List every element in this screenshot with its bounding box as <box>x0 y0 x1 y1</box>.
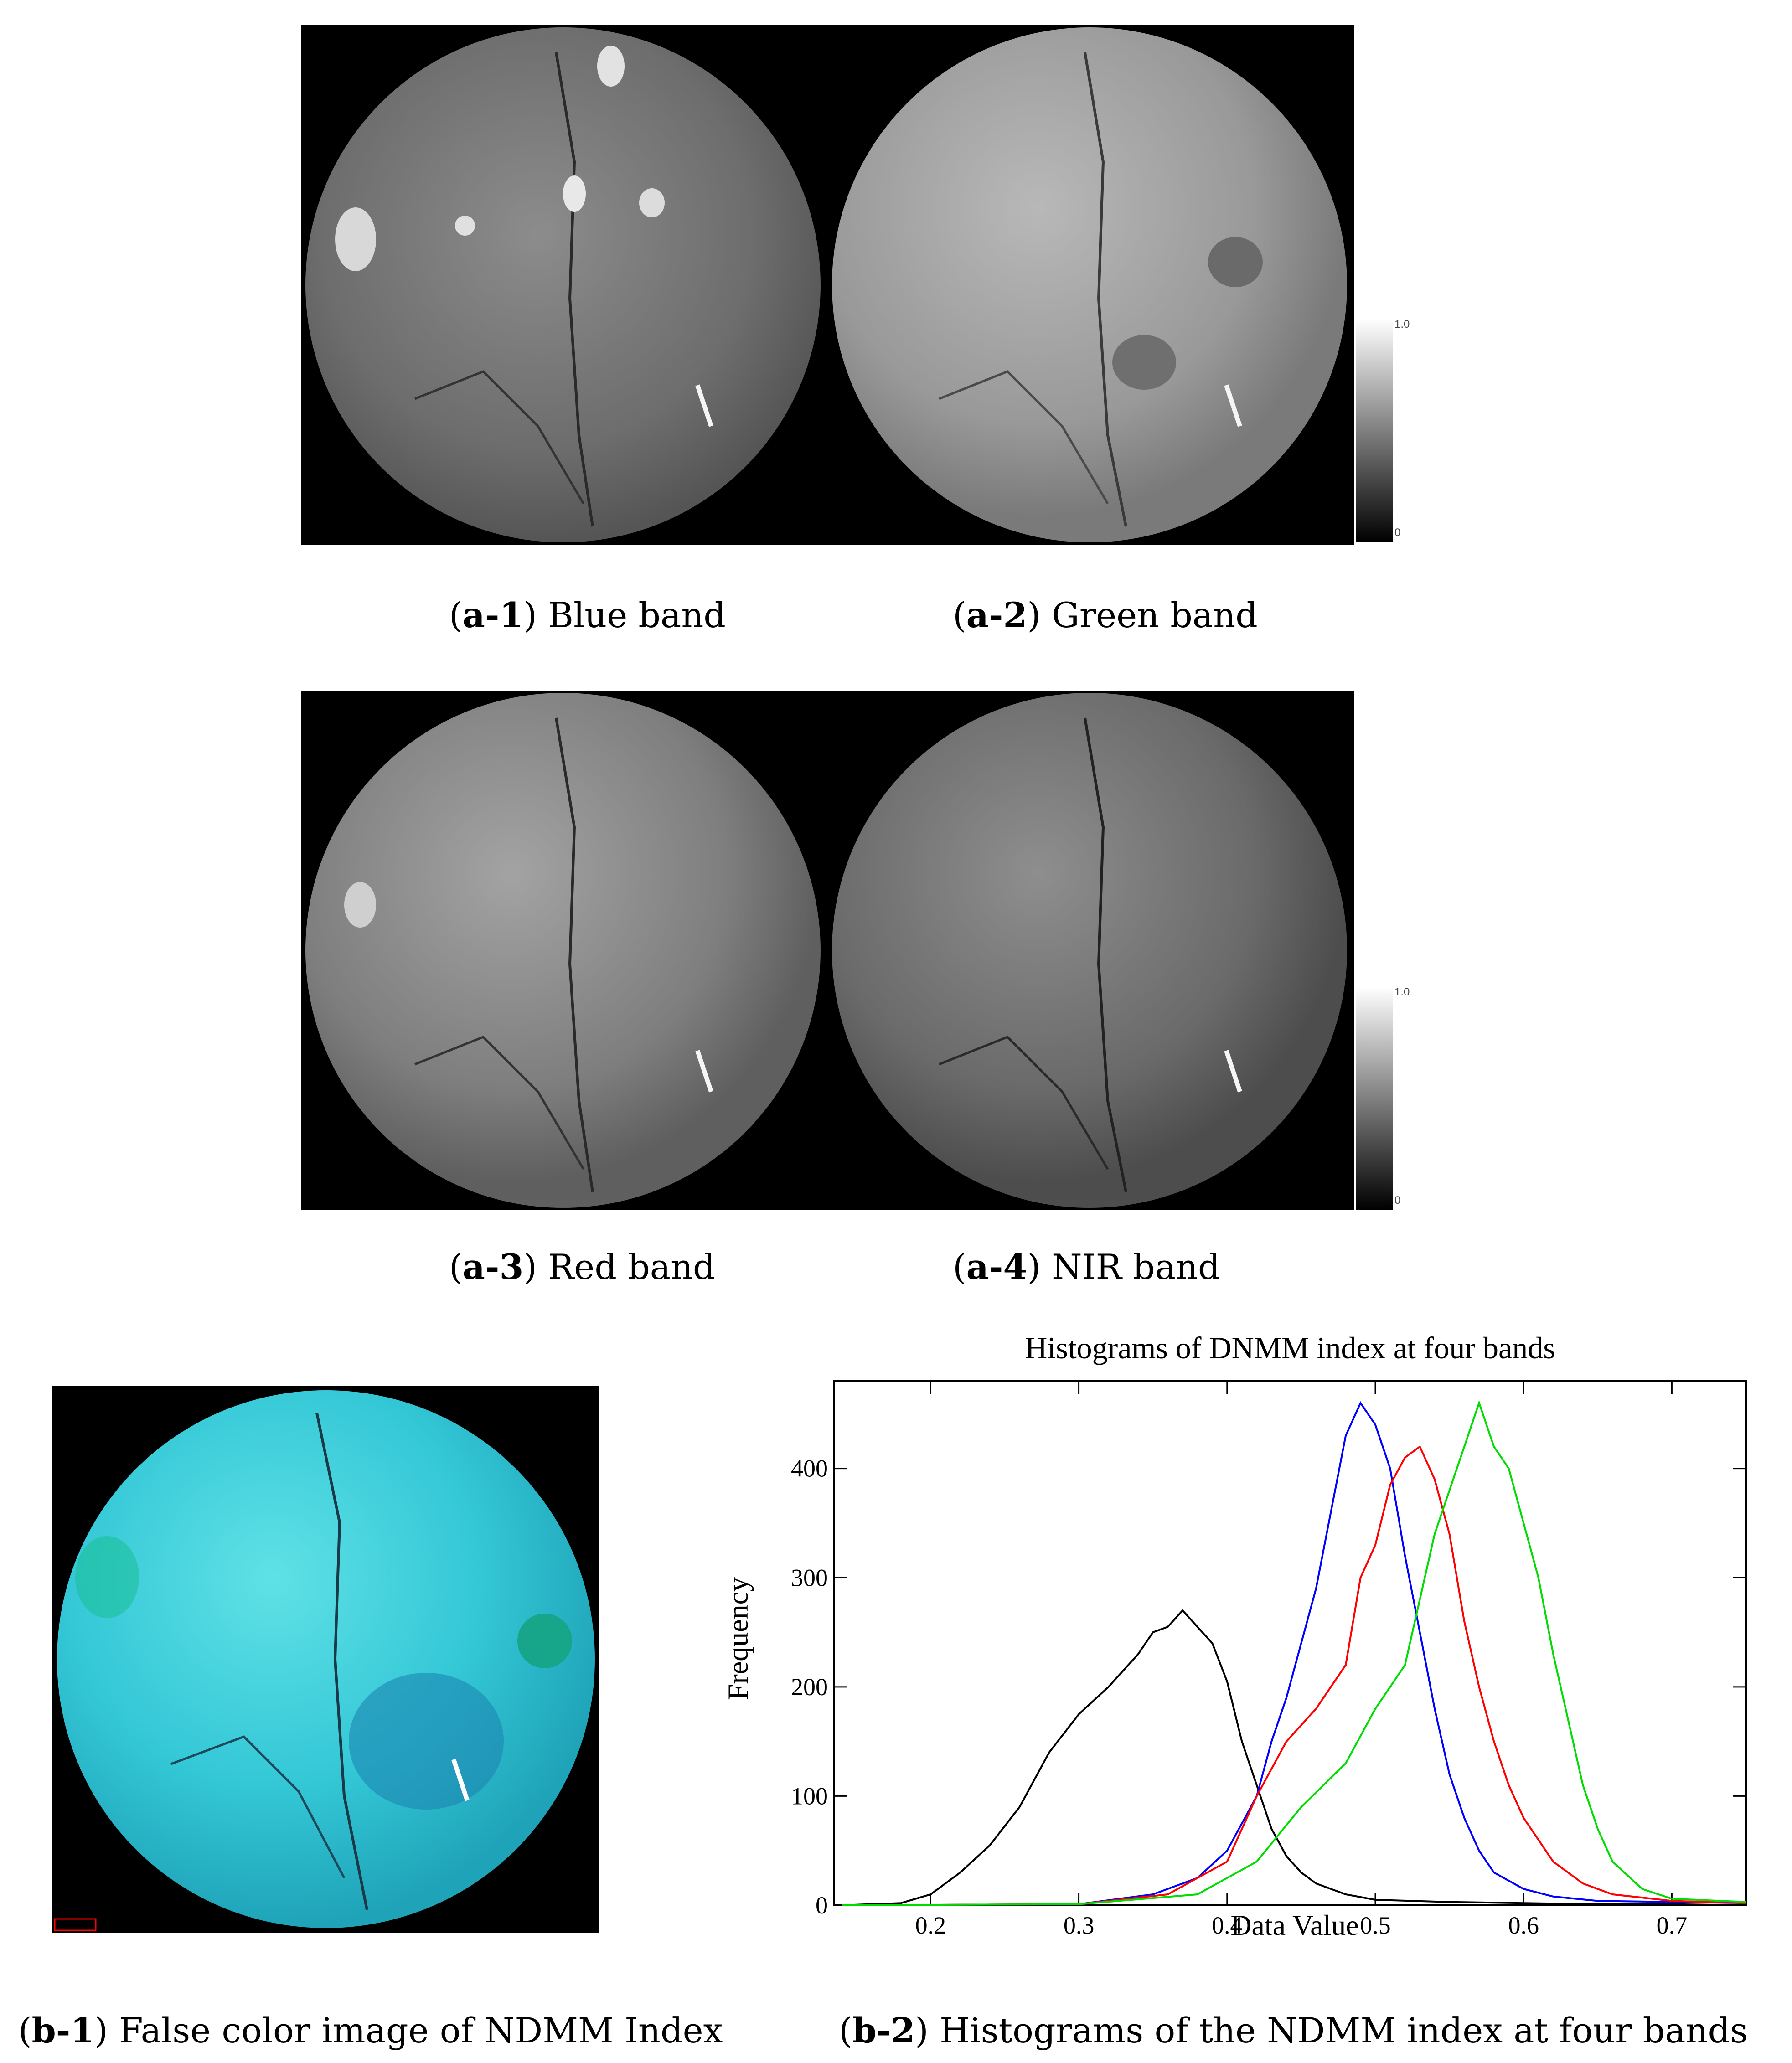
scalebar-max-label: 1.0 <box>1394 318 1410 330</box>
scalebar-bottom: 1.0 0 <box>1356 986 1410 1210</box>
histogram-series-line-2 <box>842 1445 1746 1906</box>
grayscale-gradient-bar <box>1356 319 1393 542</box>
panel-a3-red-band-image <box>301 691 825 1210</box>
caption-a2-label: a-2 <box>966 595 1028 635</box>
x-tick-label: 0.2 <box>915 1912 946 1939</box>
scalebar-top: 1.0 0 <box>1356 318 1410 542</box>
x-tick-label: 0.6 <box>1508 1912 1539 1939</box>
caption-b1-label: b-1 <box>31 2010 95 2051</box>
green-band-disk-image <box>832 27 1347 542</box>
caption-a4: (a-4) NIR band <box>953 1247 1220 1287</box>
y-tick-label: 300 <box>791 1564 828 1591</box>
caption-a2: (a-2) Green band <box>953 595 1258 635</box>
histogram-series-line-3 <box>842 1400 1746 1906</box>
false-color-disk-image <box>54 1390 595 1931</box>
x-tick-label: 0.4 <box>1212 1912 1243 1939</box>
caption-b2-text: Histograms of the NDMM index at four ban… <box>940 2010 1748 2051</box>
nir-band-disk-image <box>832 693 1347 1208</box>
chart-title: Histograms of DNMM index at four bands <box>1025 1331 1555 1365</box>
caption-b2-label: b-2 <box>852 2010 915 2051</box>
panel-a1-blue-band-image <box>301 25 825 545</box>
histogram-series-line-0 <box>842 1609 1746 1906</box>
panel-a4-nir-band-image <box>825 691 1354 1210</box>
red-band-disk-image <box>305 693 821 1208</box>
panel-a2-green-band-image <box>825 25 1354 545</box>
caption-a3-label: a-3 <box>462 1247 524 1287</box>
caption-a3: (a-3) Red band <box>449 1247 715 1287</box>
scalebar-max-label: 1.0 <box>1394 986 1410 998</box>
x-tick-label: 0.7 <box>1657 1912 1688 1939</box>
y-tick-label: 100 <box>791 1782 828 1810</box>
y-tick-label: 200 <box>791 1673 828 1701</box>
x-axis-label: Data Value <box>1230 1909 1358 1941</box>
y-axis-label: Frequency <box>722 1577 754 1700</box>
caption-a1-label: a-1 <box>462 595 524 635</box>
y-tick-label: 400 <box>791 1455 828 1482</box>
x-tick-label: 0.3 <box>1064 1912 1095 1939</box>
blue-band-disk-image <box>305 27 821 542</box>
caption-a1: (a-1) Blue band <box>449 595 726 635</box>
caption-a1-text: Blue band <box>548 595 726 635</box>
histogram-chart: Histograms of DNMM index at four bands F… <box>722 1331 1747 1941</box>
caption-a3-text: Red band <box>548 1247 715 1287</box>
caption-b1-text: False color image of NDMM Index <box>119 2010 723 2051</box>
caption-a4-text: NIR band <box>1052 1247 1220 1287</box>
plot-frame <box>833 1380 1747 1906</box>
y-tick-label: 0 <box>816 1892 828 1919</box>
panel-b1-false-color-image <box>52 1386 599 1933</box>
x-tick-label: 0.5 <box>1360 1912 1391 1939</box>
scalebar-min-label: 0 <box>1394 526 1401 539</box>
caption-a2-text: Green band <box>1052 595 1258 635</box>
grayscale-gradient-bar <box>1356 987 1393 1210</box>
caption-b1: (b-1) False color image of NDMM Index <box>18 2010 723 2051</box>
scalebar-min-label: 0 <box>1394 1194 1401 1207</box>
caption-a4-label: a-4 <box>966 1247 1028 1287</box>
caption-b2: (b-2) Histograms of the NDMM index at fo… <box>839 2010 1748 2051</box>
histogram-series-line-1 <box>842 1401 1746 1906</box>
